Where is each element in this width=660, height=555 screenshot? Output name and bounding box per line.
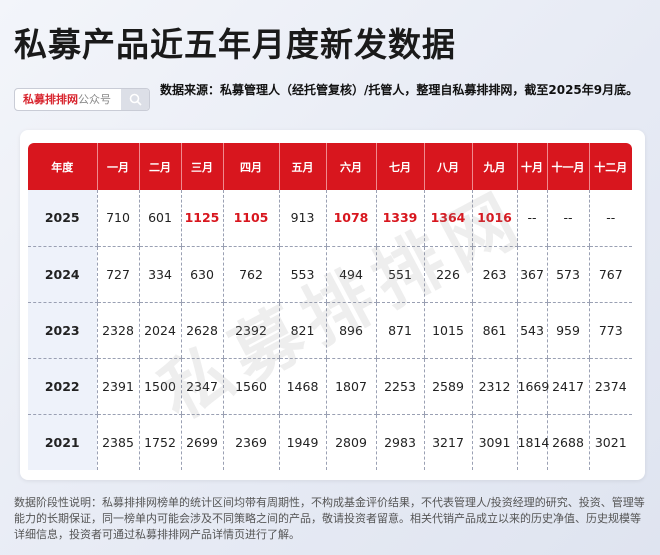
column-header: 十二月 — [588, 143, 632, 190]
value-cell: 1468 — [278, 358, 326, 415]
value-cell: 2328 — [96, 302, 139, 359]
value-cell: 2688 — [546, 414, 589, 470]
value-cell: 2983 — [375, 414, 424, 470]
column-header: 八月 — [423, 143, 472, 190]
value-cell: 2312 — [471, 358, 517, 415]
value-cell: 871 — [375, 302, 424, 359]
value-cell: 494 — [325, 246, 376, 303]
column-header: 十一月 — [546, 143, 589, 190]
column-header: 六月 — [325, 143, 376, 190]
value-cell: 3091 — [471, 414, 517, 470]
table-header: 年度 一月 二月 三月 四月 五月 六月 七月 八月 九月 十月 十一月 十二月 — [28, 143, 632, 190]
value-cell: 2417 — [546, 358, 589, 415]
value-cell: 2699 — [180, 414, 223, 470]
value-cell: 2628 — [180, 302, 223, 359]
value-cell: 334 — [138, 246, 181, 303]
value-cell: 1125 — [180, 190, 223, 247]
data-table: 年度 一月 二月 三月 四月 五月 六月 七月 八月 九月 十月 十一月 十二月 2025 710 601 1… — [28, 143, 632, 470]
value-cell: -- — [516, 190, 547, 247]
disclaimer-note: 数据阶段性说明：私募排排网榜单的统计区间均带有周期性，不构成基金评价结果，不代表… — [14, 496, 645, 541]
value-cell: 1807 — [325, 358, 376, 415]
value-cell: 1560 — [222, 358, 279, 415]
value-cell: 630 — [180, 246, 223, 303]
value-cell: 1752 — [138, 414, 181, 470]
value-cell: 2809 — [325, 414, 376, 470]
search-suffix: 公众号 — [78, 93, 111, 106]
value-cell: 1500 — [138, 358, 181, 415]
value-cell: 263 — [471, 246, 517, 303]
value-cell: 1105 — [222, 190, 279, 247]
value-cell: 1814 — [516, 414, 549, 470]
value-cell: 2392 — [222, 302, 279, 359]
value-cell: 2385 — [96, 414, 139, 470]
table-row: 2025 710 601 1125 1105 913 1078 1339 1364 1016 -- -… — [28, 190, 632, 247]
table-row: 2021 2385 1752 2699 2369 1949 2809 2983 3217 3091… — [28, 414, 632, 470]
year-cell: 2024 — [28, 246, 97, 303]
value-cell: 821 — [278, 302, 326, 359]
value-cell: 2253 — [375, 358, 424, 415]
value-cell: -- — [546, 190, 589, 247]
value-cell: 1015 — [423, 302, 472, 359]
year-cell: 2022 — [28, 358, 97, 415]
value-cell: 543 — [516, 302, 547, 359]
value-cell: -- — [588, 190, 632, 247]
value-cell: 367 — [516, 246, 547, 303]
value-cell: 3021 — [588, 414, 632, 470]
table-row: 2024 727 334 630 762 553 494 551 226 263 367 573 767 — [28, 246, 632, 303]
value-cell: 896 — [325, 302, 376, 359]
table-row: 2022 2391 1500 2347 1560 1468 1807 2253 2589 2312… — [28, 358, 632, 415]
column-header: 九月 — [471, 143, 517, 190]
column-header: 一月 — [96, 143, 139, 190]
value-cell: 2589 — [423, 358, 472, 415]
value-cell: 226 — [423, 246, 472, 303]
value-cell: 553 — [278, 246, 326, 303]
value-cell: 601 — [138, 190, 181, 247]
value-cell: 767 — [588, 246, 632, 303]
column-header: 四月 — [222, 143, 279, 190]
value-cell: 762 — [222, 246, 279, 303]
year-cell: 2021 — [28, 414, 97, 470]
column-header: 二月 — [138, 143, 181, 190]
value-cell: 2024 — [138, 302, 181, 359]
value-cell: 2374 — [588, 358, 632, 415]
value-cell: 1949 — [278, 414, 326, 470]
page-title: 私募产品近五年月度新发数据 — [14, 25, 456, 64]
year-cell: 2023 — [28, 302, 97, 359]
search-icon — [129, 93, 142, 106]
column-header: 十月 — [516, 143, 547, 190]
value-cell: 1339 — [375, 190, 424, 247]
value-cell: 959 — [546, 302, 589, 359]
value-cell: 773 — [588, 302, 632, 359]
value-cell: 1078 — [325, 190, 376, 247]
value-cell: 727 — [96, 246, 139, 303]
value-cell: 1669 — [516, 358, 549, 415]
value-cell: 1016 — [471, 190, 517, 247]
value-cell: 913 — [278, 190, 326, 247]
value-cell: 1364 — [423, 190, 472, 247]
value-cell: 2391 — [96, 358, 139, 415]
search-brand: 私募排排网 — [23, 93, 78, 106]
column-header: 三月 — [180, 143, 223, 190]
year-cell: 2025 — [28, 190, 97, 247]
value-cell: 551 — [375, 246, 424, 303]
value-cell: 710 — [96, 190, 139, 247]
value-cell: 861 — [471, 302, 517, 359]
search-button[interactable] — [121, 89, 149, 110]
search-box[interactable]: 私募排排网公众号 — [14, 88, 150, 111]
column-header: 七月 — [375, 143, 424, 190]
column-header: 五月 — [278, 143, 326, 190]
value-cell: 3217 — [423, 414, 472, 470]
value-cell: 573 — [546, 246, 589, 303]
value-cell: 2347 — [180, 358, 223, 415]
table-row: 2023 2328 2024 2628 2392 821 896 871 1015 861 543 9… — [28, 302, 632, 359]
data-source: 数据来源：私募管理人（经托管复核）/托管人，整理自私募排排网，截至2025年9月… — [160, 83, 639, 97]
value-cell: 2369 — [222, 414, 279, 470]
column-header: 年度 — [28, 143, 97, 190]
